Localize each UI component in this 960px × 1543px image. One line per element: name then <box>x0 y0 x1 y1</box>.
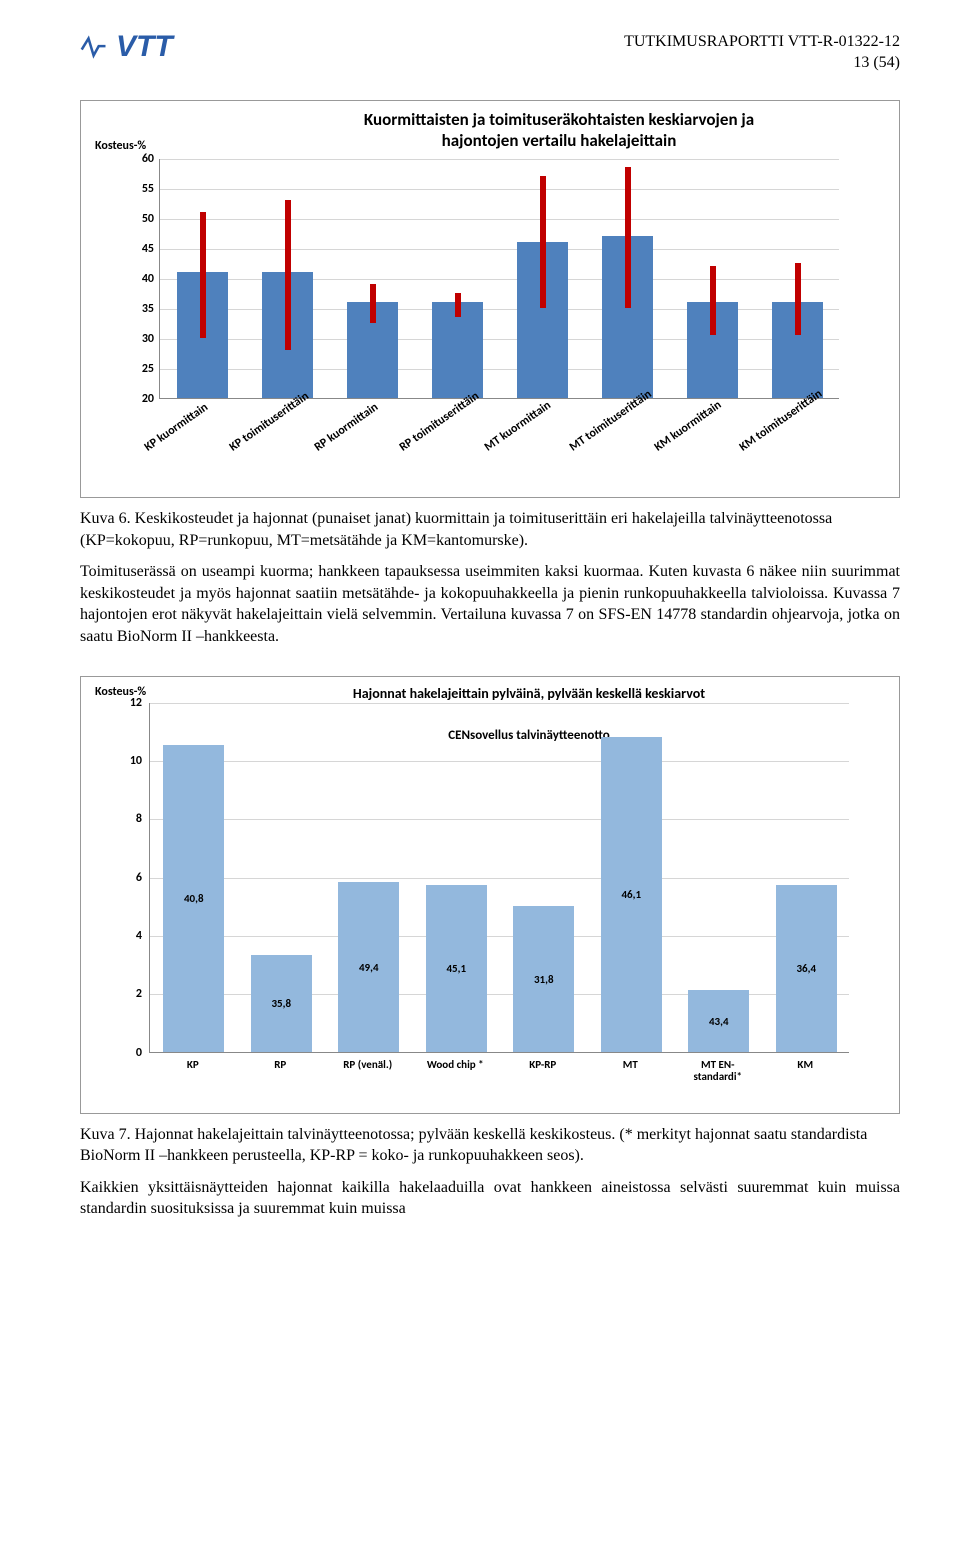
chart2-ytick: 8 <box>136 812 150 826</box>
chart1-y-axis-title: Kosteus-% <box>95 139 146 153</box>
figure6-caption: Kuva 6. Keskikosteudet ja hajonnat (puna… <box>80 508 900 551</box>
chart1-errorbar <box>710 266 716 335</box>
chart2-ytick: 4 <box>136 929 150 943</box>
chart1-errorbar <box>625 167 631 308</box>
chart2-xlabel: KM <box>762 1059 850 1072</box>
chart1-xlabel: KP kuormittain <box>142 400 211 454</box>
chart2-gridline <box>150 761 849 762</box>
logo-text: VTT <box>116 30 173 64</box>
chart2-xlabel: KP <box>149 1059 237 1072</box>
chart2-xlabel: RP (venäl.) <box>324 1059 412 1072</box>
chart1-ytick: 30 <box>142 332 160 346</box>
chart2-xlabel: MT EN-standardi* <box>674 1059 762 1084</box>
paragraph-1: Toimituserässä on useampi kuorma; hankke… <box>80 561 900 647</box>
header-right: TUTKIMUSRAPORTTI VTT-R-01322-12 13 (54) <box>624 30 900 72</box>
chart2-mean-label: 31,8 <box>534 973 554 986</box>
page-header: VTT TUTKIMUSRAPORTTI VTT-R-01322-12 13 (… <box>80 30 900 72</box>
chart2-frame: Kosteus-% Hajonnat hakelajeittain pylväi… <box>80 676 900 1114</box>
chart1-gridline <box>160 249 839 250</box>
chart1-ytick: 20 <box>142 392 160 406</box>
document-id: TUTKIMUSRAPORTTI VTT-R-01322-12 <box>624 30 900 54</box>
logo-wave-icon <box>80 32 114 62</box>
chart1-errorbar <box>795 263 801 335</box>
chart2-ytick: 6 <box>136 871 150 885</box>
chart2-xlabel: RP <box>237 1059 325 1072</box>
chart2-mean-label: 36,4 <box>796 962 816 975</box>
chart1-gridline <box>160 159 839 160</box>
chart2-xlabel: KP-RP <box>499 1059 587 1072</box>
chart1-ytick: 60 <box>142 152 160 166</box>
chart1-xlabel: RP kuormittain <box>312 400 381 454</box>
chart2-mean-label: 35,8 <box>271 997 291 1010</box>
chart2-title: Hajonnat hakelajeittain pylväinä, pylvää… <box>169 685 889 702</box>
chart2-mean-label: 46,1 <box>621 888 641 901</box>
chart1-title-line2: hajontojen vertailu hakelajeittain <box>229 130 889 151</box>
chart1-xlabel: KM kuormittain <box>652 398 724 454</box>
chart2-ytick: 10 <box>130 754 150 768</box>
chart1-ytick: 45 <box>142 242 160 256</box>
chart1-ytick: 50 <box>142 212 160 226</box>
chart1-ytick: 35 <box>142 302 160 316</box>
chart1-ytick: 25 <box>142 362 160 376</box>
page-number: 13 (54) <box>624 54 900 72</box>
chart2-mean-label: 49,4 <box>359 961 379 974</box>
chart2-gridline <box>150 936 849 937</box>
chart2-plot-area: 02468101240,835,849,445,131,846,143,436,… <box>149 703 849 1053</box>
chart1-ytick: 40 <box>142 272 160 286</box>
chart2-mean-label: 43,4 <box>709 1015 729 1028</box>
figure7-caption: Kuva 7. Hajonnat hakelajeittain talvinäy… <box>80 1124 900 1167</box>
chart2-gridline <box>150 878 849 879</box>
chart1-xlabel: MT kuormittain <box>482 398 554 454</box>
chart1-ytick: 55 <box>142 182 160 196</box>
chart1-gridline <box>160 189 839 190</box>
chart2-ytick: 2 <box>136 987 150 1001</box>
chart1-title-line1: Kuormittaisten ja toimituseräkohtaisten … <box>229 109 889 130</box>
chart1-errorbar <box>200 212 206 338</box>
vtt-logo: VTT <box>80 30 173 64</box>
chart1-xlabel: KP toimituserittäin <box>227 389 312 454</box>
chart1-plot-area: 202530354045505560 <box>159 159 839 399</box>
chart2-xlabel: Wood chip * <box>412 1059 500 1072</box>
chart2-gridline <box>150 703 849 704</box>
chart2-xlabel: MT <box>587 1059 675 1072</box>
chart2-mean-label: 45,1 <box>446 962 466 975</box>
chart1-gridline <box>160 219 839 220</box>
chart2-ytick: 0 <box>136 1046 150 1060</box>
chart1-frame: Kosteus-% Kuormittaisten ja toimituseräk… <box>80 100 900 498</box>
chart1-errorbar <box>285 200 291 350</box>
paragraph-2: Kaikkien yksittäisnäytteiden hajonnat ka… <box>80 1177 900 1220</box>
chart2-mean-label: 40,8 <box>184 892 204 905</box>
chart2-gridline <box>150 819 849 820</box>
chart1-errorbar <box>370 284 376 323</box>
chart1-xlabel: RP toimituserittäin <box>397 389 482 454</box>
chart2-ytick: 12 <box>130 696 150 710</box>
chart1-errorbar <box>455 293 461 317</box>
chart1-errorbar <box>540 176 546 308</box>
